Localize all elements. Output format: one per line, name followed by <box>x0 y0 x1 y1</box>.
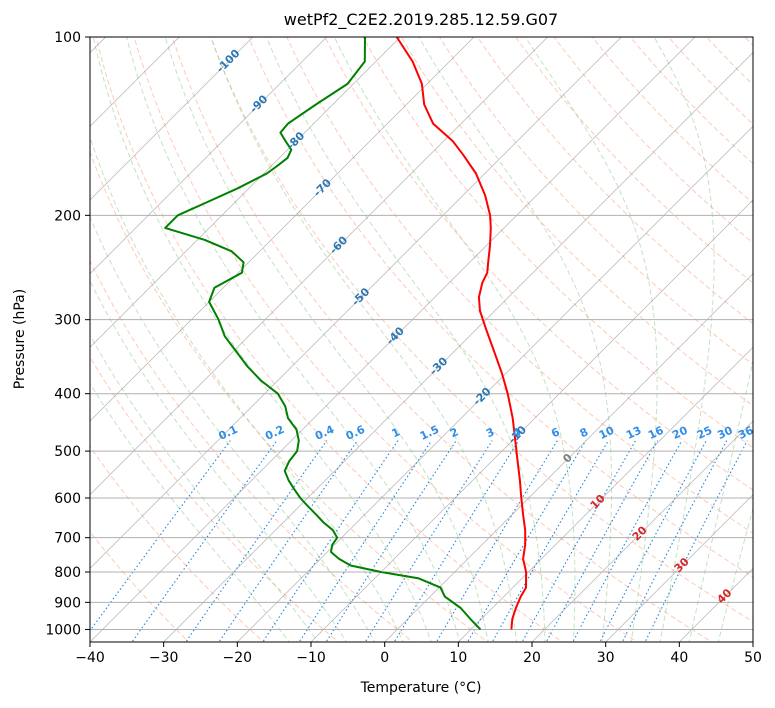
dry-adiabat <box>286 37 753 534</box>
mixing-ratio-label: 36 <box>736 424 756 442</box>
isotherm-line <box>90 37 548 496</box>
plot-frame <box>89 36 754 643</box>
pressure-gridlines <box>90 37 753 630</box>
moist-adiabat <box>90 135 404 642</box>
x-axis-ticks: −40 −30 −20 −10 0 10 20 30 40 50 <box>75 642 762 666</box>
mixing-ratio-line <box>325 440 457 642</box>
moist-adiabat <box>90 279 347 642</box>
plot-area: -100-90-80-70-60-50-40-30-20-10010203040… <box>90 37 756 642</box>
y-tick-label: 300 <box>54 313 81 329</box>
dry-adiabat <box>324 37 753 491</box>
isotherms <box>90 37 753 642</box>
x-tick-label: 40 <box>670 650 688 666</box>
x-tick-label: 0 <box>380 650 389 666</box>
y-tick-label: 500 <box>54 444 81 460</box>
mixing-ratio-line <box>393 440 520 642</box>
moist-adiabat <box>524 37 658 642</box>
mixing-ratio-line <box>131 440 278 642</box>
dry-adiabat <box>248 37 753 578</box>
isotherm-line <box>90 37 254 201</box>
isotherm-line <box>531 420 753 642</box>
profile-series <box>164 37 528 631</box>
isotherm-line <box>90 37 622 569</box>
isotherm-line <box>458 346 753 642</box>
dry-adiabat <box>90 150 489 642</box>
mixing-ratio-line <box>521 440 637 642</box>
isotherm-line <box>605 494 753 642</box>
y-tick-label: 700 <box>54 531 81 547</box>
mixing-ratio-label: 25 <box>695 424 714 442</box>
mixing-ratio-label: 10 <box>597 424 617 442</box>
x-axis-label: Temperature (°C) <box>360 680 482 696</box>
y-tick-label: 600 <box>54 491 81 507</box>
isotherm-line <box>384 273 753 642</box>
mixing-ratio-line <box>298 440 432 642</box>
mixing-ratio-line <box>572 440 683 642</box>
mixing-ratio-line <box>545 440 659 642</box>
mixing-ratio-label: 13 <box>624 424 643 442</box>
chart-title: wetPf2_C2E2.2019.285.12.59.G07 <box>284 10 558 30</box>
x-tick-label: 20 <box>523 650 541 666</box>
moist-adiabat <box>717 506 753 642</box>
moist-adiabat <box>90 382 290 642</box>
isotherm-line <box>90 37 696 642</box>
mixing-ratio-line <box>364 440 493 642</box>
moist-adiabat <box>418 37 613 642</box>
x-tick-label: 10 <box>449 650 467 666</box>
mixing-ratio-label: 30 <box>715 424 735 442</box>
y-axis-ticks: 100 200 300 400 500 600 700 800 900 1000 <box>45 30 90 638</box>
isotherm-line <box>90 37 327 275</box>
y-tick-label: 900 <box>54 595 81 611</box>
moist-adiabat <box>164 37 489 642</box>
mixing-ratio-line <box>185 440 328 642</box>
x-tick-label: 50 <box>744 650 762 666</box>
mixing-ratio-line <box>262 440 399 642</box>
moist-adiabat <box>266 37 546 642</box>
profile-line <box>395 37 528 630</box>
isotherm-line <box>237 125 753 642</box>
y-tick-label: 200 <box>54 208 81 224</box>
isotherm-line <box>90 37 401 348</box>
x-tick-label: −40 <box>75 650 105 666</box>
mixing-ratio-line <box>435 440 558 642</box>
dry-adiabat <box>362 37 753 449</box>
moist-adiabat <box>92 37 432 642</box>
mixing-ratio-label: 20 <box>670 424 690 442</box>
moist-adiabat <box>90 215 376 642</box>
mixing-ratio-line <box>621 440 728 642</box>
moist-adiabat <box>126 37 461 642</box>
dry-adiabat <box>171 37 713 642</box>
y-tick-label: 800 <box>54 565 81 581</box>
y-axis-label: Pressure (hPa) <box>12 289 28 389</box>
isotherm-line <box>163 52 753 642</box>
x-tick-label: −10 <box>296 650 326 666</box>
y-tick-label: 1000 <box>45 622 81 638</box>
dry-adiabat <box>438 37 753 366</box>
x-tick-label: 30 <box>597 650 615 666</box>
x-tick-label: −30 <box>149 650 179 666</box>
profile-line <box>164 37 482 631</box>
isotherm-line <box>310 199 753 642</box>
x-tick-label: −20 <box>223 650 253 666</box>
isotherm-line <box>90 37 475 422</box>
mixing-ratio-line <box>491 440 609 642</box>
moist-adiabats <box>90 37 753 642</box>
moist-adiabat <box>653 37 715 642</box>
y-tick-label: 100 <box>54 30 81 46</box>
moist-adiabat <box>688 358 753 642</box>
moist-adiabat <box>210 37 518 642</box>
mixing-ratio-label: 16 <box>646 424 666 442</box>
y-tick-label: 400 <box>54 387 81 403</box>
mixing-ratio-line <box>599 440 707 642</box>
